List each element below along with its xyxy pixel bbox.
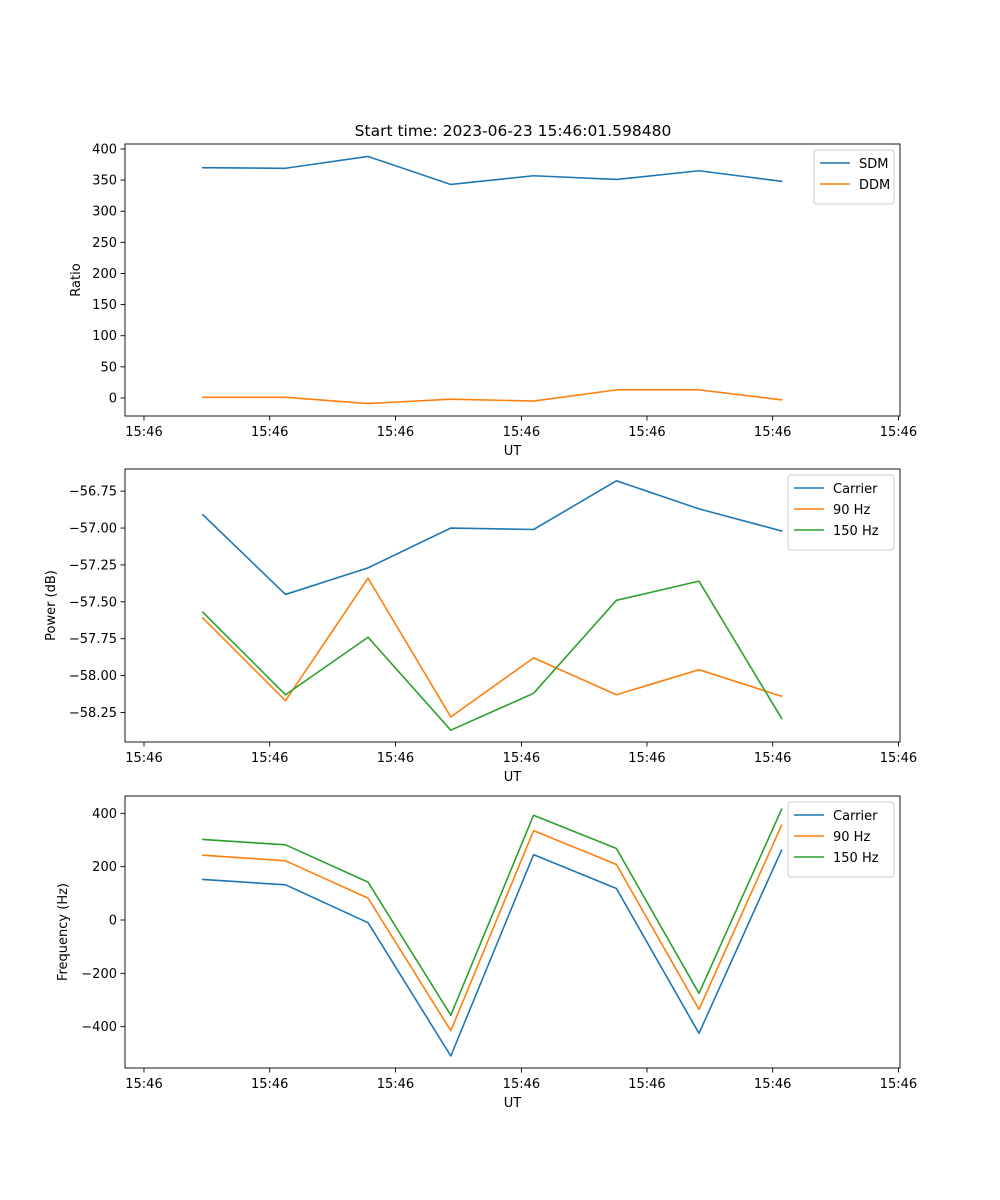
y-tick-label: 150 <box>92 298 117 313</box>
y-tick-label: −57.00 <box>69 522 117 537</box>
figure-title: Start time: 2023-06-23 15:46:01.598480 <box>355 122 672 140</box>
y-axis-label: Frequency (Hz) <box>56 883 71 981</box>
x-tick-label: 15:46 <box>880 1077 917 1092</box>
y-tick-label: 0 <box>109 914 117 929</box>
y-tick-label: 0 <box>109 391 117 406</box>
y-tick-label: 400 <box>92 807 117 822</box>
x-tick-label: 15:46 <box>754 425 791 440</box>
y-tick-label: 200 <box>92 267 117 282</box>
legend-box <box>787 474 895 551</box>
x-tick-label: 15:46 <box>503 1077 540 1092</box>
y-tick-label: −200 <box>81 967 117 982</box>
series-line-90-hz <box>201 824 783 1032</box>
legend-label: 90 Hz <box>833 830 870 845</box>
plot-frame <box>124 795 901 1069</box>
y-tick-label: −57.25 <box>69 558 117 573</box>
x-tick-label: 15:46 <box>754 1077 791 1092</box>
legend-label: 150 Hz <box>833 524 879 539</box>
subplot-3: 15:46 15:46 15:46 15:46 15:46 15:46 15:46 −400 −… <box>56 795 917 1111</box>
y-tick-label: 300 <box>92 205 117 220</box>
legend-label: 90 Hz <box>833 503 870 518</box>
plot-frame <box>124 468 901 743</box>
x-tick-label: 15:46 <box>754 751 791 766</box>
x-tick-label: 15:46 <box>125 425 162 440</box>
y-tick-label: −58.00 <box>69 669 117 684</box>
subplot-1: 15:46 15:46 15:46 15:46 15:46 15:46 15:46 0 50 10… <box>69 142 917 459</box>
x-tick-label: 15:46 <box>628 1077 665 1092</box>
x-tick-label: 15:46 <box>880 425 917 440</box>
y-tick-label: 50 <box>100 360 117 375</box>
legend-box <box>787 801 895 878</box>
y-tick-label: −57.50 <box>69 595 117 610</box>
y-tick-label: −56.75 <box>69 485 117 500</box>
legend-label: Carrier <box>833 809 878 824</box>
x-tick-label: 15:46 <box>125 1077 162 1092</box>
x-axis-label: UT <box>504 444 522 459</box>
x-tick-label: 15:46 <box>628 751 665 766</box>
series-line-150-hz <box>201 580 783 731</box>
legend: Carrier 90 Hz 150 Hz <box>787 801 895 878</box>
y-tick-label: 250 <box>92 236 117 251</box>
series-line-150-hz <box>201 808 783 1017</box>
x-tick-label: 15:46 <box>251 425 288 440</box>
x-tick-label: 15:46 <box>377 751 414 766</box>
legend: SDM DDM <box>813 149 895 205</box>
y-tick-label: −57.75 <box>69 632 117 647</box>
y-axis-label: Power (dB) <box>44 570 59 641</box>
legend-label: DDM <box>859 178 890 193</box>
x-tick-label: 15:46 <box>251 1077 288 1092</box>
x-tick-label: 15:46 <box>125 751 162 766</box>
series-line-ddm <box>202 389 783 405</box>
y-tick-label: 100 <box>92 329 117 344</box>
series-line-90-hz <box>201 577 783 718</box>
y-tick-label: 350 <box>92 174 117 189</box>
plot-frame <box>124 143 901 417</box>
legend: Carrier 90 Hz 150 Hz <box>787 474 895 551</box>
x-tick-label: 15:46 <box>503 751 540 766</box>
y-tick-label: 200 <box>92 860 117 875</box>
subplot-2: 15:46 15:46 15:46 15:46 15:46 15:46 15:46 −58.2… <box>44 468 917 785</box>
x-tick-label: 15:46 <box>628 425 665 440</box>
legend-label: 150 Hz <box>833 851 879 866</box>
x-tick-label: 15:46 <box>377 1077 414 1092</box>
legend-label: Carrier <box>833 482 878 497</box>
x-axis-label: UT <box>504 1096 522 1111</box>
y-tick-label: −58.25 <box>69 706 117 721</box>
x-tick-label: 15:46 <box>503 425 540 440</box>
y-tick-label: 400 <box>92 142 117 157</box>
series-line-carrier <box>201 849 783 1057</box>
legend-label: SDM <box>859 157 888 172</box>
series-line-sdm <box>202 155 783 186</box>
x-tick-label: 15:46 <box>880 751 917 766</box>
y-axis-label: Ratio <box>69 263 84 296</box>
series-line-carrier <box>201 480 783 596</box>
x-axis-label: UT <box>504 770 522 785</box>
x-tick-label: 15:46 <box>377 425 414 440</box>
y-tick-label: −400 <box>81 1020 117 1035</box>
x-tick-label: 15:46 <box>251 751 288 766</box>
